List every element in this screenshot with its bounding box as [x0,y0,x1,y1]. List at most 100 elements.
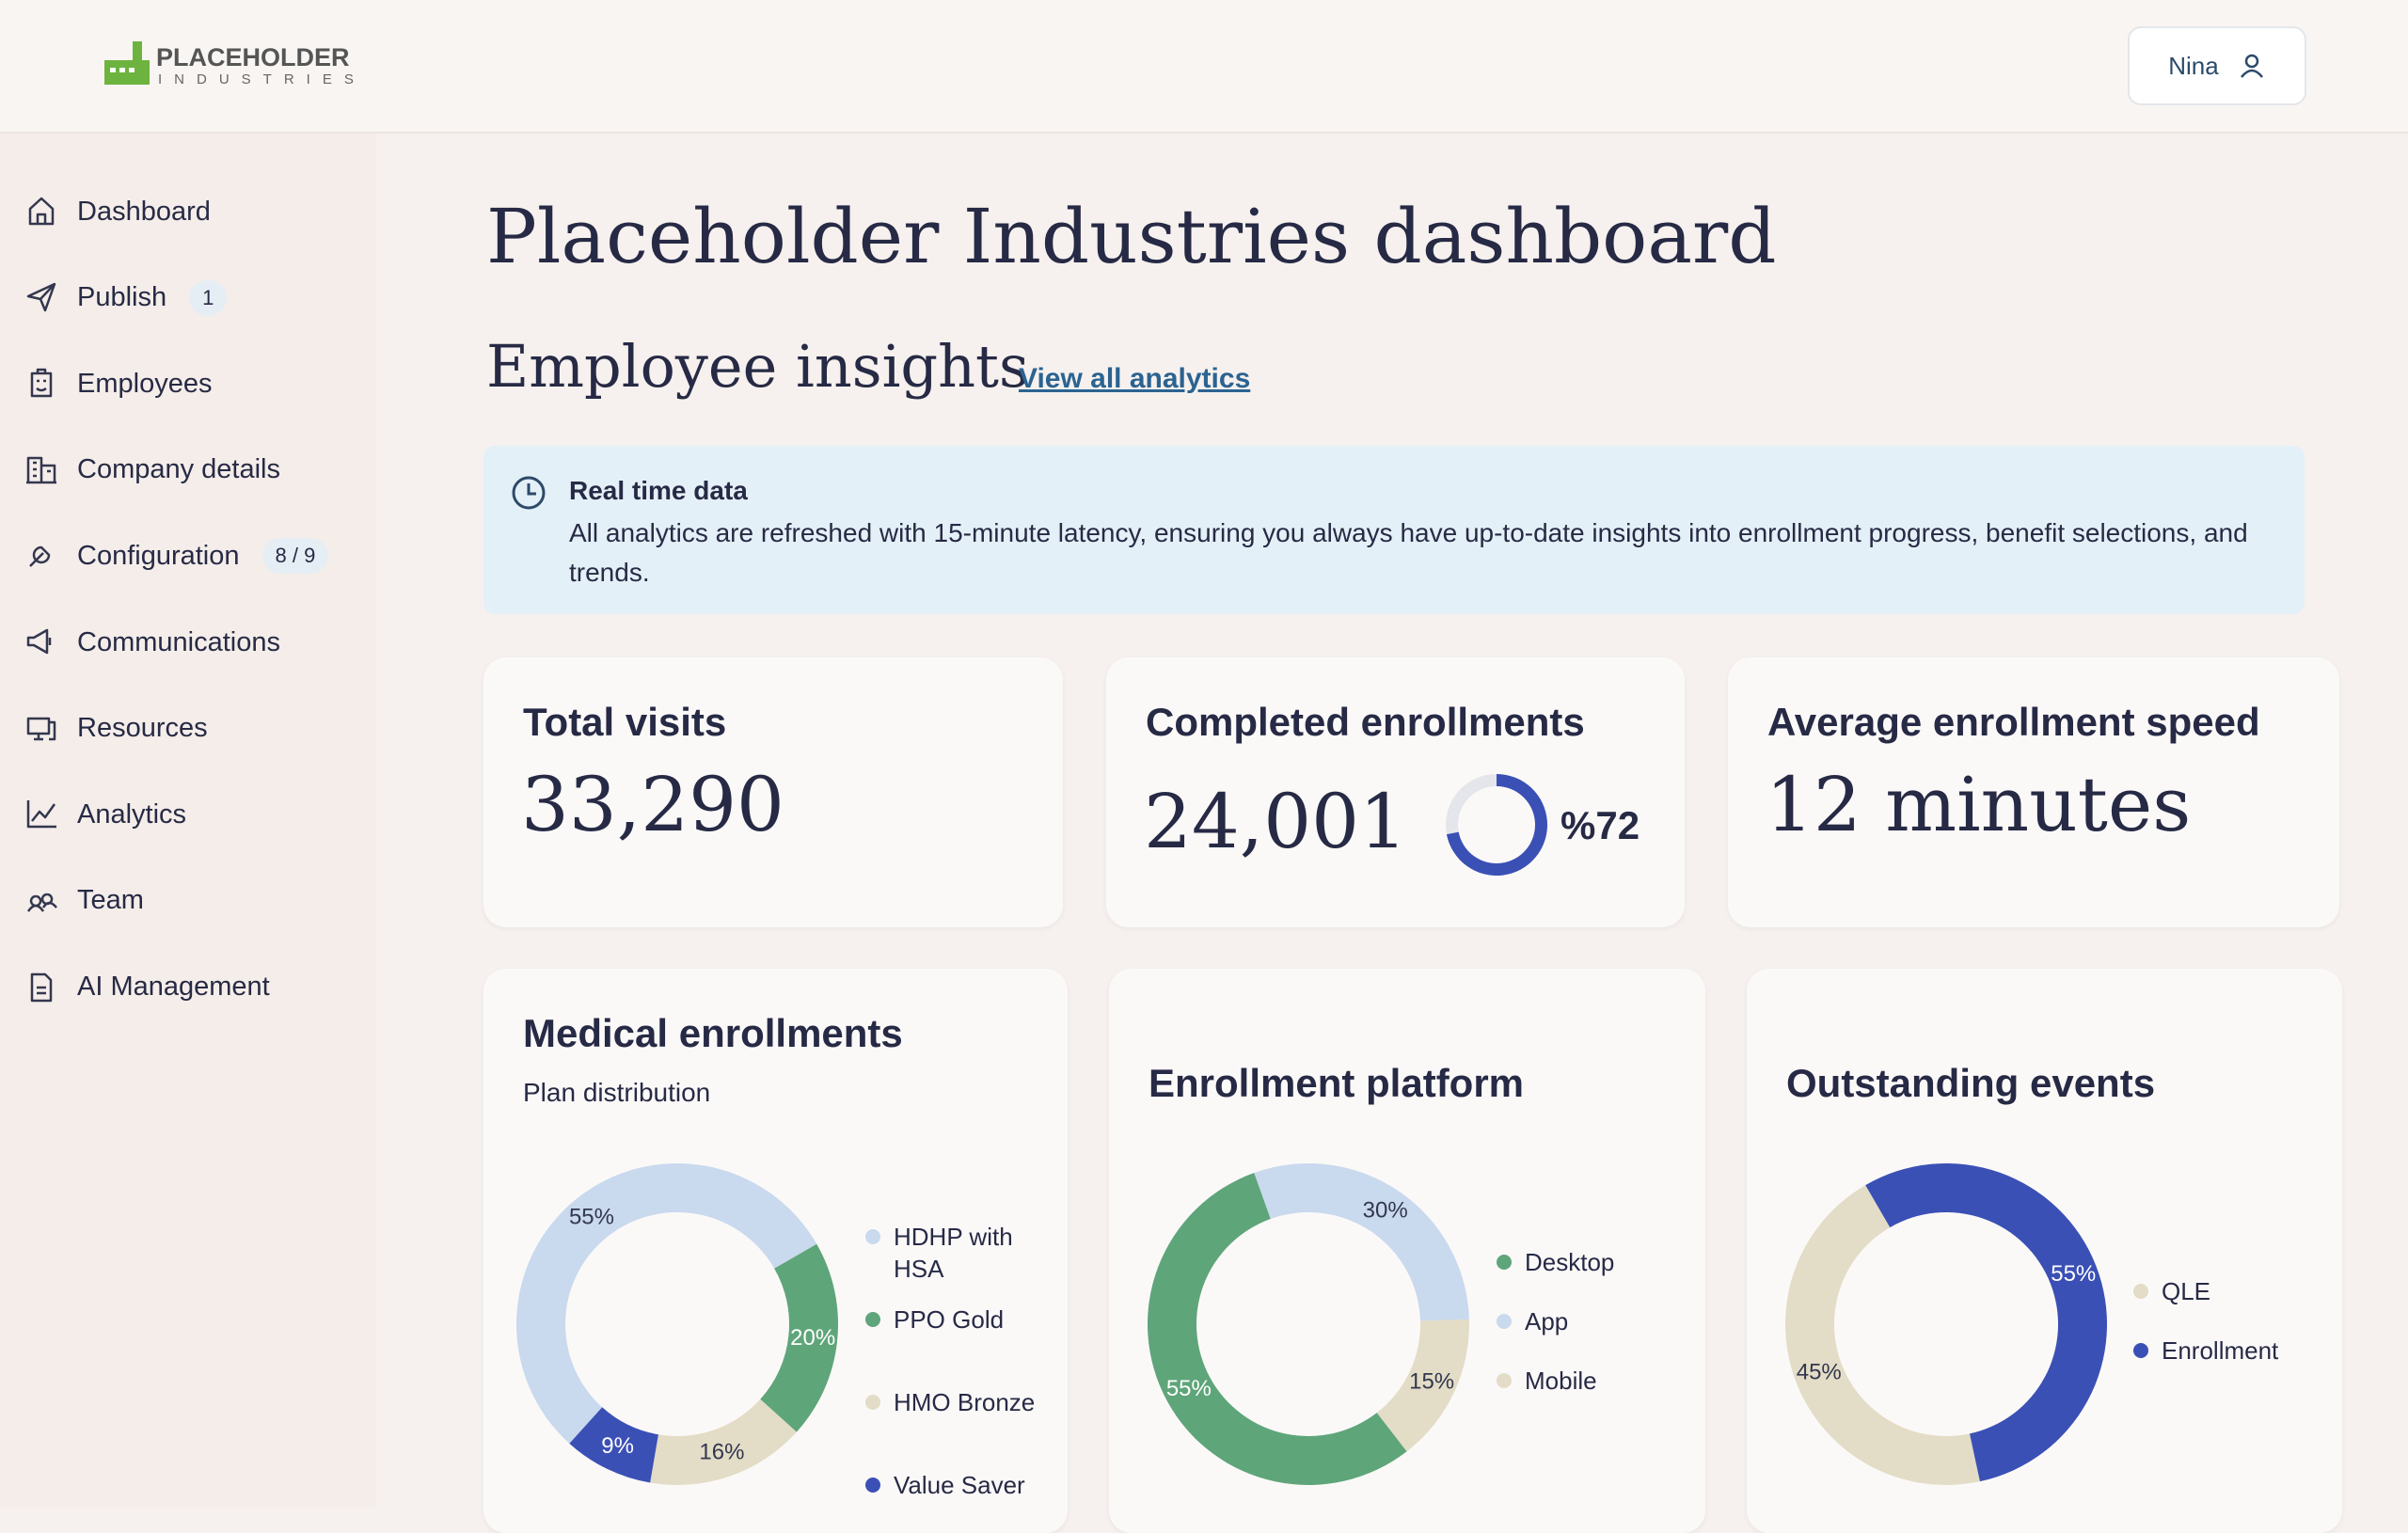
legend-label: HMO Bronze [894,1388,1036,1416]
nav-label: AI Management [77,971,270,1002]
donut-segment [650,1399,797,1485]
legend-label: HDHP with HSA [894,1223,1013,1283]
legend-label: QLE [2162,1277,2211,1305]
progress-track [1446,774,1497,835]
stat-title: Average enrollment speed [1767,700,2260,744]
icon-shape [26,800,56,829]
nav-icon [30,368,53,398]
donut-segment [569,1407,658,1483]
logo-text: PLACEHOLDER [156,43,350,71]
segment-label: 55% [569,1204,614,1229]
legend-swatch [1497,1373,1512,1388]
logo-icon [104,41,150,85]
nav-item[interactable]: Analytics [24,782,186,847]
nav-item[interactable]: Company details [24,437,280,503]
user-button[interactable]: Nina [2128,26,2306,105]
donut-segment [760,1243,838,1432]
donut-segment [1254,1163,1469,1321]
nav-icon [29,546,51,568]
donut-chart: 55% 30% 15% [1148,1163,1512,1485]
icon-shape [30,368,53,398]
segment-label: 55% [1166,1376,1212,1401]
segment-label: 30% [1363,1198,1408,1224]
stat-card: Total visits 33,290 [483,657,1063,927]
legend-label: Desktop [1525,1248,1615,1276]
stat-title: Total visits [523,700,727,744]
nav-label: Dashboard [77,196,211,227]
sidebar: Dashboard Publish 1 Employees Company detail… [0,134,376,1508]
notice-title: Real time data [569,476,748,505]
nav-icon [26,282,56,311]
nav-badge: 8 / 9 [261,538,329,575]
donut-segment [1148,1173,1407,1485]
chart-title: Enrollment platform [1149,1061,1525,1105]
user-icon [2240,54,2263,78]
chart-card: Medical enrollments Plan distribution 55… [483,969,1068,1533]
nav-label: Configuration [77,540,240,571]
nav-icon [26,628,52,655]
legend-label: App [1525,1307,1569,1335]
nav-label: Company details [77,454,280,485]
segment-label: 55% [2051,1261,2096,1287]
nav-label: Analytics [77,798,187,830]
legend-swatch [2133,1284,2148,1299]
icon-shape [28,197,55,226]
nav-label: Employees [77,368,213,399]
clock-icon [512,476,546,510]
chart-title: Outstanding events [1786,1061,2156,1105]
progress-label: %72 [1560,803,1640,847]
segment-label: 15% [1409,1368,1454,1394]
legend-swatch [865,1395,880,1410]
legend-label: Enrollment [2162,1336,2279,1365]
nav-icon [26,800,56,829]
segment-label: 45% [1797,1360,1842,1385]
segment-label: 9% [601,1433,634,1459]
nav-icon [28,197,55,226]
chart-title: Medical enrollments [523,1011,903,1055]
analytics-link[interactable]: View all analytics [1019,363,1251,394]
nav-icon [26,717,56,740]
nav-item[interactable]: Communications [24,609,280,675]
notice: Real time data All analytics are refresh… [483,446,2305,614]
donut-segment [1865,1162,2107,1482]
icon-shape [26,456,56,484]
nav-icon [26,456,56,484]
icon-shape [26,893,57,912]
nav-item[interactable]: Configuration 8 / 9 [24,523,329,589]
section-title: Employee insights [486,332,1029,401]
stat-title: Completed enrollments [1146,700,1585,744]
nav-item[interactable]: Resources [24,696,208,762]
donut-chart: 55% 20% 16% 9% [516,1163,880,1493]
progress-donut [1446,774,1547,876]
legend-label: Mobile [1525,1367,1597,1395]
nav-item[interactable]: Team [24,868,144,934]
nav-label: Publish [77,282,167,313]
nav-label: Resources [77,713,208,744]
nav-item[interactable]: Employees [24,351,212,417]
legend-swatch [2133,1343,2148,1358]
stat-card: Average enrollment speed 12 minutes [1728,657,2339,927]
stat-value: 12 minutes [1766,761,2192,848]
nav-item[interactable]: Dashboard [24,179,211,245]
notice-text: All analytics are refreshed with 15-minu… [569,518,2248,587]
stat-value: 24,001 [1144,778,1407,865]
nav-label: Team [77,885,144,916]
legend-swatch [865,1312,880,1327]
segment-label: 16% [699,1439,744,1464]
nav-item[interactable]: Publish 1 [24,265,228,331]
legend-swatch [1497,1255,1512,1270]
donut-segment [1376,1319,1469,1452]
chart-subtitle: Plan distribution [523,1078,711,1107]
legend-swatch [1497,1314,1512,1329]
icon-shape [29,546,51,568]
legend-swatch [865,1478,880,1493]
legend-label: Value Saver [894,1471,1025,1499]
header: PLACEHOLDER INDUSTRIES Nina [0,0,2408,134]
nav-icon [30,973,53,1003]
icon-shape [26,717,56,740]
donut-segment [516,1163,817,1444]
user-name: Nina [2168,51,2219,80]
chart-card: Enrollment platform 55% 30% 15% Desktop App M… [1109,969,1705,1533]
logo-sub: INDUSTRIES [158,71,366,87]
nav-item[interactable]: AI Management [24,954,270,1019]
